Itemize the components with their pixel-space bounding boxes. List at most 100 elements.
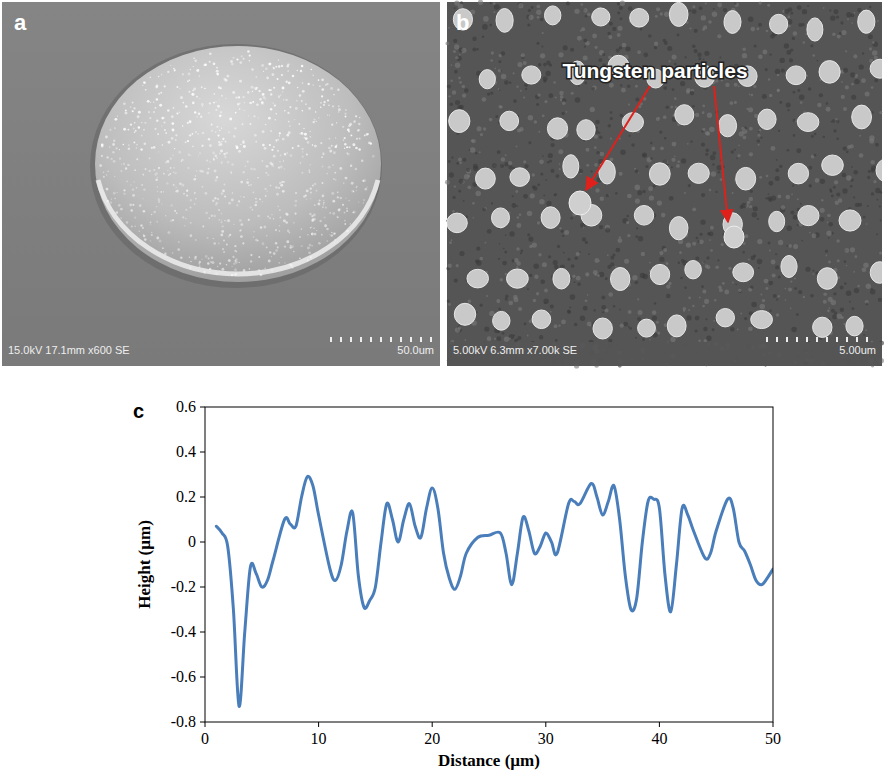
sem-image-b: bTungsten particles5.00kV 6.3mm x7.00k S…	[445, 0, 884, 369]
speckle	[193, 88, 196, 91]
speckle	[255, 198, 257, 200]
speckle	[325, 84, 326, 85]
speckle	[167, 109, 170, 112]
speckle	[206, 172, 209, 175]
speckle	[279, 209, 281, 211]
texture	[758, 267, 760, 269]
speckle	[156, 98, 158, 100]
speckle	[346, 146, 348, 148]
texture	[776, 313, 779, 316]
speckle	[213, 215, 216, 218]
speckle	[103, 176, 105, 178]
texture	[608, 292, 613, 297]
texture	[748, 258, 750, 260]
speckle	[309, 131, 310, 132]
texture	[715, 265, 719, 269]
texture	[635, 85, 638, 88]
texture	[583, 39, 587, 43]
texture	[705, 318, 707, 320]
speckle	[284, 262, 285, 263]
speckle	[118, 204, 121, 207]
speckle	[198, 263, 200, 265]
speckle	[346, 152, 348, 154]
speckle	[114, 198, 115, 199]
texture	[686, 242, 691, 247]
speckle	[203, 64, 206, 67]
speckle	[182, 102, 184, 104]
speckle	[273, 166, 274, 167]
speckle	[329, 115, 330, 116]
speckle	[204, 272, 206, 274]
speckle	[307, 259, 309, 261]
speckle	[358, 148, 361, 151]
texture	[781, 205, 786, 210]
texture	[450, 103, 454, 107]
texture	[760, 137, 762, 139]
texture	[702, 111, 705, 114]
speckle	[259, 98, 261, 100]
speckle	[158, 199, 161, 202]
texture	[765, 197, 767, 199]
speckle	[117, 192, 118, 193]
speckle	[323, 200, 324, 201]
texture	[542, 262, 547, 267]
texture	[619, 309, 621, 311]
texture	[732, 282, 734, 284]
speckle	[123, 128, 126, 131]
texture	[657, 200, 662, 205]
speckle	[187, 122, 189, 124]
speckle	[125, 167, 127, 169]
speckle	[303, 195, 305, 197]
speckle	[289, 125, 291, 127]
speckle	[206, 237, 208, 239]
texture	[641, 252, 645, 256]
texture	[758, 54, 763, 59]
speckle	[175, 134, 177, 136]
texture	[472, 139, 476, 143]
speckle	[234, 268, 237, 271]
speckle	[247, 91, 250, 94]
texture	[775, 69, 780, 74]
speckle	[322, 152, 325, 155]
texture	[570, 294, 576, 300]
texture	[702, 128, 705, 131]
speckle	[287, 70, 289, 72]
texture	[663, 248, 667, 252]
texture	[807, 5, 809, 7]
texture	[749, 152, 753, 156]
speckle	[302, 151, 303, 152]
texture	[464, 174, 470, 180]
texture	[749, 205, 752, 208]
speckle	[320, 142, 322, 144]
speckle	[266, 77, 269, 80]
speckle	[363, 179, 366, 182]
speckle	[209, 268, 211, 270]
speckle	[321, 78, 324, 81]
texture	[748, 107, 753, 112]
speckle	[273, 252, 276, 255]
speckle	[252, 91, 253, 92]
texture	[606, 194, 609, 197]
speckle	[228, 259, 231, 262]
speckle	[312, 84, 314, 86]
texture	[811, 135, 814, 138]
texture	[704, 51, 709, 56]
speckle	[106, 174, 107, 175]
texture	[599, 136, 603, 140]
texture	[742, 53, 747, 58]
texture	[669, 282, 672, 285]
texture	[849, 301, 851, 303]
texture	[669, 196, 674, 201]
speckle	[188, 73, 191, 76]
speckle	[286, 152, 287, 153]
texture	[637, 50, 641, 54]
speckle	[309, 171, 311, 173]
speckle	[344, 113, 346, 115]
speckle	[157, 191, 158, 192]
speckle	[271, 149, 273, 151]
speckle	[334, 239, 336, 241]
texture	[834, 180, 838, 184]
texture	[656, 7, 660, 11]
texture	[478, 0, 483, 5]
speckle	[204, 88, 206, 90]
